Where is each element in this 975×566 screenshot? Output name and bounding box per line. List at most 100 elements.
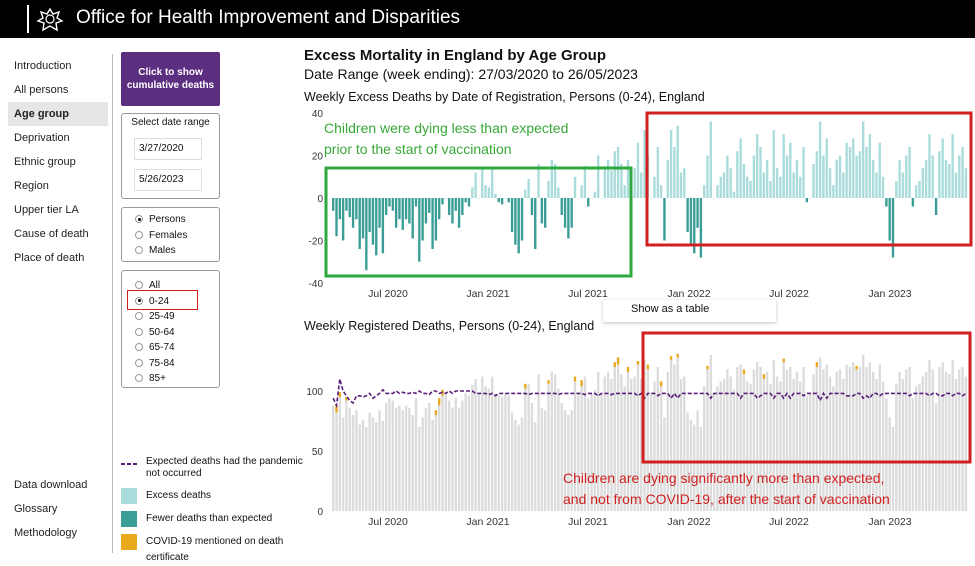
- registered-bar: [431, 419, 434, 511]
- sidebar-item-region[interactable]: Region: [14, 180, 49, 192]
- excess-bar: [474, 172, 477, 198]
- sidebar-item-methodology[interactable]: Methodology: [14, 527, 77, 539]
- registered-bar: [467, 395, 471, 511]
- registered-bar: [580, 386, 583, 511]
- legend-excess: Excess deaths: [121, 488, 311, 511]
- excess-bar: [911, 198, 915, 207]
- age-option-85-[interactable]: 85+: [135, 371, 219, 387]
- excess-bar: [447, 198, 451, 215]
- radio-button-icon[interactable]: [135, 327, 143, 336]
- excess-bar: [852, 138, 855, 198]
- registered-bar: [560, 403, 563, 511]
- radio-button-icon[interactable]: [135, 246, 143, 254]
- excess-bar: [560, 198, 563, 215]
- sex-option-label: Females: [149, 229, 188, 241]
- covid-bar: [438, 398, 441, 406]
- sidebar-item-glossary[interactable]: Glossary: [14, 503, 58, 515]
- sex-option-males[interactable]: Males: [135, 243, 219, 259]
- registered-bar: [769, 383, 772, 511]
- covid-bar: [345, 397, 348, 401]
- y-tick-label: -20: [309, 237, 324, 248]
- registered-bar: [471, 385, 474, 511]
- sidebar-item-introduction[interactable]: Introduction: [14, 60, 72, 72]
- excess-bar: [875, 172, 878, 198]
- radio-button-icon[interactable]: [135, 296, 143, 305]
- sidebar-item-data-download[interactable]: Data download: [14, 479, 88, 491]
- excess-bar: [341, 198, 345, 241]
- registered-bar: [451, 407, 454, 511]
- registered-bar: [600, 393, 603, 511]
- registered-bar: [848, 367, 852, 511]
- excess-bar: [544, 198, 547, 228]
- sidebar-item-deprivation[interactable]: Deprivation: [14, 132, 70, 144]
- sidebar-item-ethnic-group[interactable]: Ethnic group: [14, 156, 76, 168]
- end-date-input[interactable]: 5/26/2023: [134, 169, 202, 191]
- registered-bar: [693, 424, 696, 511]
- covid-bar: [626, 367, 630, 372]
- excess-bar: [583, 166, 587, 199]
- y-tick-label: -40: [309, 279, 324, 290]
- radio-button-icon[interactable]: [135, 343, 143, 351]
- excess-swatch-icon: [121, 488, 137, 504]
- charts-canvas: 40 20 0 -20 -40 Jul 2020 Jan 2021 Jul 2021 Jan 2…: [306, 109, 973, 528]
- excess-bar: [636, 142, 640, 198]
- excess-bar: [732, 191, 736, 199]
- age-option-65-74[interactable]: 65-74: [135, 340, 219, 356]
- sex-option-persons[interactable]: Persons: [135, 212, 219, 228]
- sidebar-item-all-persons[interactable]: All persons: [14, 84, 69, 96]
- excess-bar: [659, 185, 663, 198]
- registered-bar: [871, 371, 875, 511]
- registered-bar: [818, 357, 822, 511]
- registered-bar: [653, 381, 656, 511]
- excess-bar: [394, 198, 398, 228]
- registered-bar: [447, 400, 451, 511]
- radio-button-icon[interactable]: [135, 312, 143, 320]
- excess-bar: [828, 168, 832, 198]
- excess-bar: [431, 198, 434, 249]
- age-option-label: 50-64: [149, 326, 175, 338]
- age-option-75-84[interactable]: 75-84: [135, 356, 219, 372]
- registered-bar: [408, 407, 411, 511]
- age-option-all[interactable]: All: [135, 278, 219, 294]
- excess-bar: [577, 198, 580, 199]
- excess-bar: [520, 198, 524, 241]
- sidebar-item-place-of-death[interactable]: Place of death: [14, 252, 85, 264]
- sidebar-item-cause-of-death[interactable]: Cause of death: [14, 228, 89, 240]
- registered-bar: [570, 410, 573, 511]
- excess-bar: [954, 172, 958, 198]
- covid-bar: [762, 374, 766, 379]
- excess-chart-title: Weekly Excess Deaths by Date of Registra…: [304, 90, 705, 104]
- age-option-0-24[interactable]: 0-24: [135, 294, 219, 310]
- radio-button-icon[interactable]: [135, 281, 143, 289]
- registered-bar: [428, 403, 431, 511]
- excess-bar: [862, 121, 865, 198]
- cumulative-deaths-button[interactable]: Click to show cumulative deaths: [121, 52, 220, 106]
- radio-button-icon[interactable]: [135, 358, 143, 367]
- excess-bar: [378, 198, 381, 228]
- excess-bar: [481, 168, 484, 198]
- radio-button-icon[interactable]: [135, 230, 143, 239]
- excess-bar: [391, 198, 395, 211]
- registered-bar: [825, 364, 828, 511]
- excess-bar: [805, 198, 809, 203]
- registered-bar: [557, 388, 560, 511]
- age-option-50-64[interactable]: 50-64: [135, 325, 219, 341]
- age-option-25-49[interactable]: 25-49: [135, 309, 219, 325]
- registered-bar: [878, 364, 881, 511]
- registered-bar: [852, 362, 855, 511]
- registered-bar: [606, 371, 610, 511]
- sidebar-item-age-group[interactable]: Age group: [8, 102, 108, 126]
- show-as-table-menu[interactable]: Show as a table: [603, 300, 776, 322]
- sidebar-item-upper-tier-la[interactable]: Upper tier LA: [14, 204, 79, 216]
- sex-option-females[interactable]: Females: [135, 228, 219, 244]
- show-as-table-label[interactable]: Show as a table: [631, 303, 710, 315]
- radio-button-icon[interactable]: [135, 374, 143, 382]
- start-date-input[interactable]: 3/27/2020: [134, 138, 202, 160]
- excess-bar: [931, 155, 934, 198]
- registered-bar: [931, 369, 934, 511]
- age-option-label: 85+: [149, 373, 166, 384]
- excess-bar: [792, 172, 795, 198]
- registered-bar: [809, 393, 812, 511]
- excess-bar: [908, 147, 911, 198]
- radio-button-icon[interactable]: [135, 215, 143, 223]
